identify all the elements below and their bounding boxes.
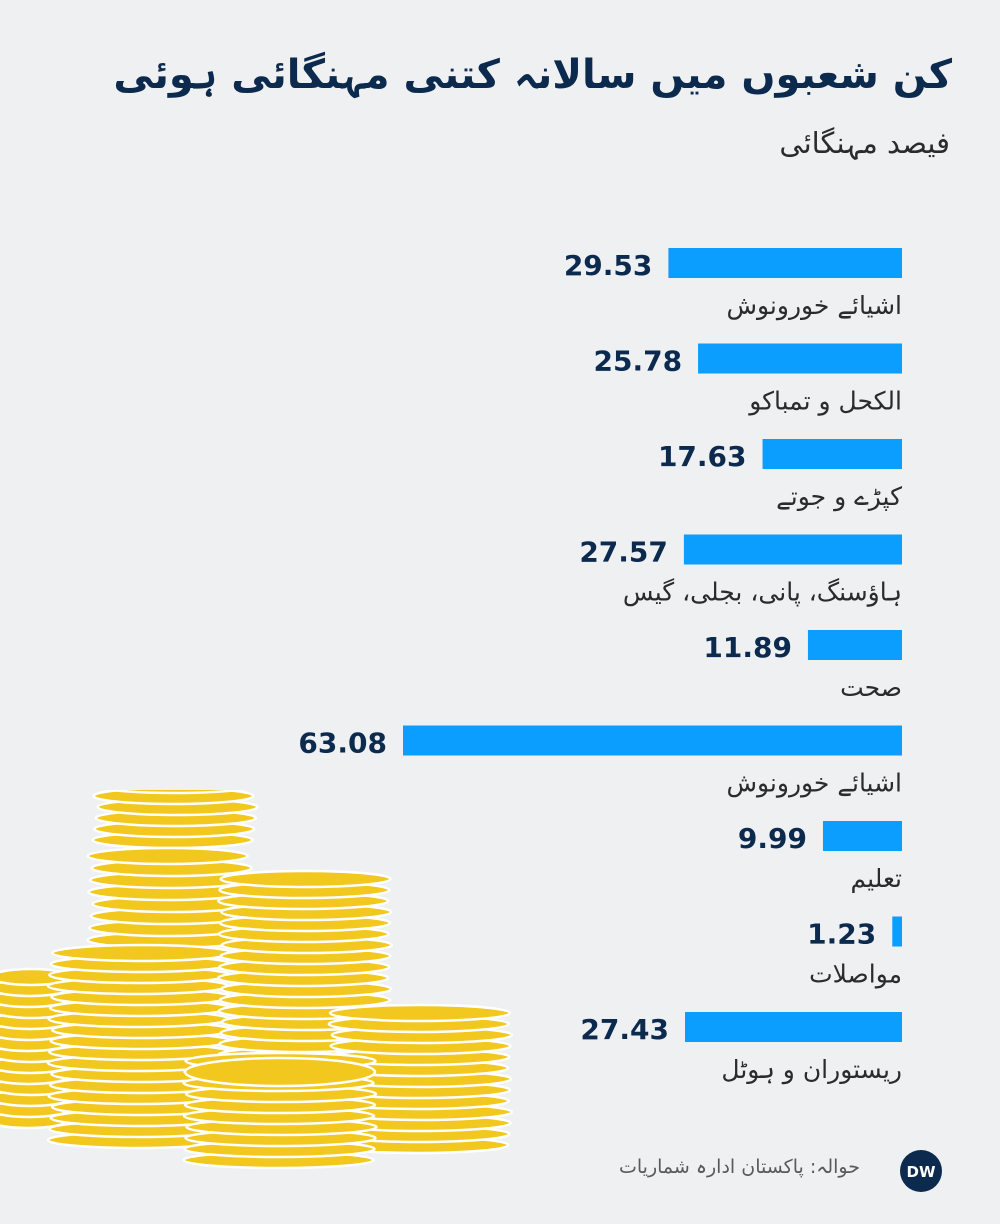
dw-logo[interactable]: DW <box>893 1148 949 1194</box>
bar-value-label: 29.53 <box>564 249 653 282</box>
coin <box>219 869 392 889</box>
bar-value-label: 9.99 <box>738 822 807 855</box>
coin-stacks-illustration <box>0 790 514 1170</box>
bar <box>668 248 902 278</box>
category-label: اشیائے خورونوش <box>726 769 902 799</box>
category-label: اشیائے خورونوش <box>726 291 902 321</box>
bar <box>685 1012 902 1042</box>
source-note: حوالہ: پاکستان ادارہ شماریات <box>619 1156 860 1178</box>
bar <box>807 630 902 660</box>
bar-group: 25.78 الکحل و تمباکو <box>593 343 902 417</box>
bar <box>683 534 902 565</box>
bar-value-label: 17.63 <box>658 440 747 473</box>
bar <box>762 439 902 469</box>
bar-value-label: 1.23 <box>807 918 876 951</box>
category-label: الکحل و تمباکو <box>747 387 902 417</box>
coin <box>104 790 246 795</box>
coin <box>183 1056 377 1088</box>
bar <box>892 916 902 947</box>
chart-subtitle: فیصد مہنگائی <box>779 126 950 160</box>
category-label: کپڑے و جوتے <box>776 482 902 512</box>
bar-group: 27.43 ریستوران و ہوٹل <box>580 1012 902 1085</box>
bar-group: 63.08 اشیائے خورونوش <box>298 725 902 799</box>
category-label: صحت <box>840 673 902 702</box>
coin <box>86 846 249 866</box>
bar-value-label: 27.57 <box>579 536 668 569</box>
bar <box>403 725 902 756</box>
bar-value-label: 27.43 <box>580 1013 669 1046</box>
bar-group: 9.99 تعلیم <box>738 821 902 894</box>
coin <box>328 1003 512 1023</box>
category-label: ہاؤسنگ، پانی، بجلی، گیس <box>623 578 902 608</box>
bar-group: 1.23 مواصلات <box>807 916 902 989</box>
bar-value-label: 63.08 <box>298 727 387 760</box>
category-label: تعلیم <box>851 864 903 894</box>
svg-text:DW: DW <box>907 1163 936 1181</box>
category-label: ریستوران و ہوٹل <box>721 1055 902 1085</box>
chart-title: کن شعبوں میں سالانہ کتنی مہنگائی ہوئی <box>113 52 952 98</box>
bar-value-label: 11.89 <box>703 631 792 664</box>
bar <box>698 343 902 374</box>
coin <box>92 790 255 806</box>
category-label: مواصلات <box>809 960 902 989</box>
bar-group: 27.57 ہاؤسنگ، پانی، بجلی، گیس <box>579 534 902 608</box>
bar <box>822 821 902 851</box>
bar-group: 29.53 اشیائے خورونوش <box>564 248 902 321</box>
bar-value-label: 25.78 <box>593 345 682 378</box>
bar-group: 17.63 کپڑے و جوتے <box>658 439 902 512</box>
bar-group: 11.89 صحت <box>703 630 902 702</box>
